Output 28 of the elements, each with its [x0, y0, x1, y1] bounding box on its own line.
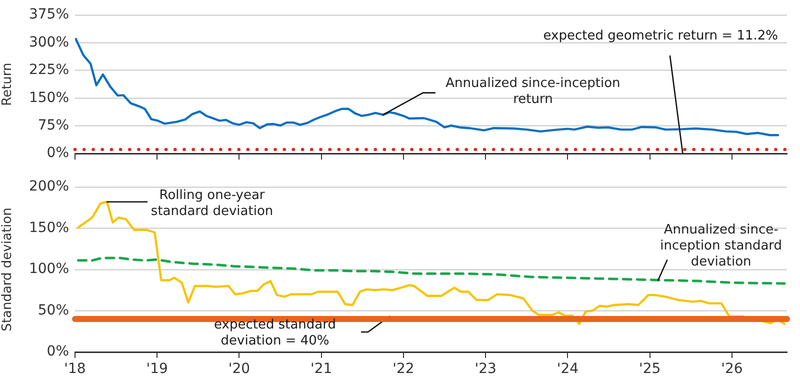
y-tick-label: 0% — [46, 145, 69, 162]
line-series — [77, 256, 786, 285]
y-tick-label: 150% — [28, 220, 69, 236]
y-tick-label: 200% — [28, 178, 69, 195]
y-tick-label: 0% — [46, 344, 69, 360]
y-axis-title: Return — [0, 62, 16, 106]
annotation: Annualized since-inception standard deviation — [660, 222, 782, 270]
y-tick-label: 225% — [28, 62, 69, 78]
y-tick-label: 300% — [28, 34, 69, 50]
x-tick-label: '20 — [228, 361, 250, 378]
x-tick-label: '21 — [310, 361, 332, 378]
x-tick-label: '19 — [146, 361, 168, 378]
y-tick-label: 150% — [28, 90, 69, 106]
ref-line-label: expected standard deviation = 40% — [214, 317, 336, 348]
y-axis-title: Standard deviation — [0, 208, 16, 332]
x-tick-label: '26 — [721, 361, 743, 378]
y-tick-label: 375% — [28, 6, 69, 23]
annotation: Annualized since-inception return — [446, 76, 620, 108]
y-tick-label: 75% — [38, 118, 69, 134]
y-tick-label: 50% — [38, 302, 69, 318]
x-tick-label: '18 — [64, 361, 86, 378]
x-tick-label: '24 — [556, 361, 579, 378]
y-tick-label: 100% — [28, 261, 69, 278]
annotation: Rolling one-year standard deviation — [150, 188, 274, 220]
x-tick-label: '22 — [392, 361, 414, 378]
x-tick-label: '25 — [639, 361, 661, 378]
ref-line-label: expected geometric return = 11.2% — [543, 28, 778, 44]
x-tick-label: '23 — [474, 361, 496, 378]
